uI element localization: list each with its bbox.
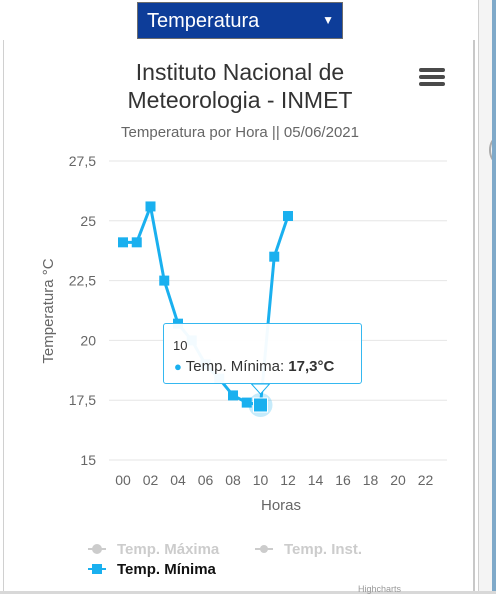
- data-point: [269, 251, 280, 262]
- y-tick-label: 27,5: [69, 153, 96, 169]
- legend-marker-icon: [92, 564, 102, 574]
- x-tick-label: 02: [143, 472, 159, 488]
- variable-select-value: Temperatura: [147, 10, 260, 32]
- x-tick-label: 22: [418, 472, 434, 488]
- tooltip-value: 17,3°C: [288, 358, 335, 375]
- tooltip-pointer: [250, 383, 271, 395]
- x-tick-label: 00: [115, 472, 131, 488]
- chart-tooltip: 10 ● Temp. Mínima: 17,3°C: [163, 323, 362, 384]
- x-tick-label: 06: [198, 472, 214, 488]
- data-point: [228, 390, 238, 401]
- legend-marker-icon: [92, 544, 102, 554]
- variable-select[interactable]: Temperatura ▼: [137, 2, 343, 39]
- data-point: [145, 201, 156, 212]
- x-axis-label: Horas: [261, 497, 301, 514]
- chart-credit[interactable]: Highcharts: [358, 584, 402, 594]
- tooltip-dot-icon: ●: [174, 359, 182, 374]
- chart-title: Instituto Nacional de Meteorologia - INM…: [127, 59, 353, 113]
- chart-subtitle: Temperatura por Hora || 05/06/2021: [121, 124, 359, 141]
- y-tick-label: 20: [80, 332, 96, 348]
- x-tick-label: 14: [308, 472, 324, 488]
- y-tick-label: 15: [80, 452, 96, 468]
- x-tick-label: 20: [390, 472, 406, 488]
- side-edge: [492, 0, 496, 591]
- legend-item-temp-minima[interactable]: Temp. Mínima: [117, 561, 216, 578]
- legend-item-temp-maxima[interactable]: Temp. Máxima: [117, 541, 219, 558]
- y-tick-label: 25: [80, 213, 96, 229]
- tooltip-x-value: 10: [173, 338, 188, 353]
- chart-panel: [3, 40, 475, 591]
- x-tick-label: 08: [225, 472, 241, 488]
- y-tick-label: 17,5: [69, 392, 96, 408]
- data-point: [118, 237, 128, 248]
- legend-marker-icon: [260, 545, 268, 553]
- legend-item-temp-inst[interactable]: Temp. Inst.: [284, 541, 362, 558]
- x-tick-label: 12: [280, 472, 296, 488]
- tooltip-row: ● Temp. Mínima: 17,3°C: [174, 358, 334, 375]
- y-tick-label: 22,5: [69, 273, 96, 289]
- data-point: [159, 275, 170, 286]
- x-tick-label: 10: [253, 472, 269, 488]
- data-point: [131, 237, 142, 248]
- hamburger-menu-icon[interactable]: [419, 68, 445, 90]
- data-point: [283, 211, 293, 222]
- legend-label: Temp. Inst.: [284, 541, 363, 558]
- x-tick-label: 04: [170, 472, 186, 488]
- legend-label: Temp. Mínima: [117, 561, 216, 578]
- data-point: [253, 397, 268, 413]
- legend-label: Temp. Máxima: [117, 541, 220, 558]
- tooltip-series-label: Temp. Mínima:: [185, 358, 289, 375]
- data-point: [241, 397, 252, 408]
- dropdown-arrow-icon: ▼: [322, 13, 334, 27]
- side-panel: [478, 0, 496, 591]
- x-tick-label: 18: [363, 472, 379, 488]
- y-axis-label: Temperatura °C: [40, 258, 57, 363]
- x-tick-label: 16: [335, 472, 351, 488]
